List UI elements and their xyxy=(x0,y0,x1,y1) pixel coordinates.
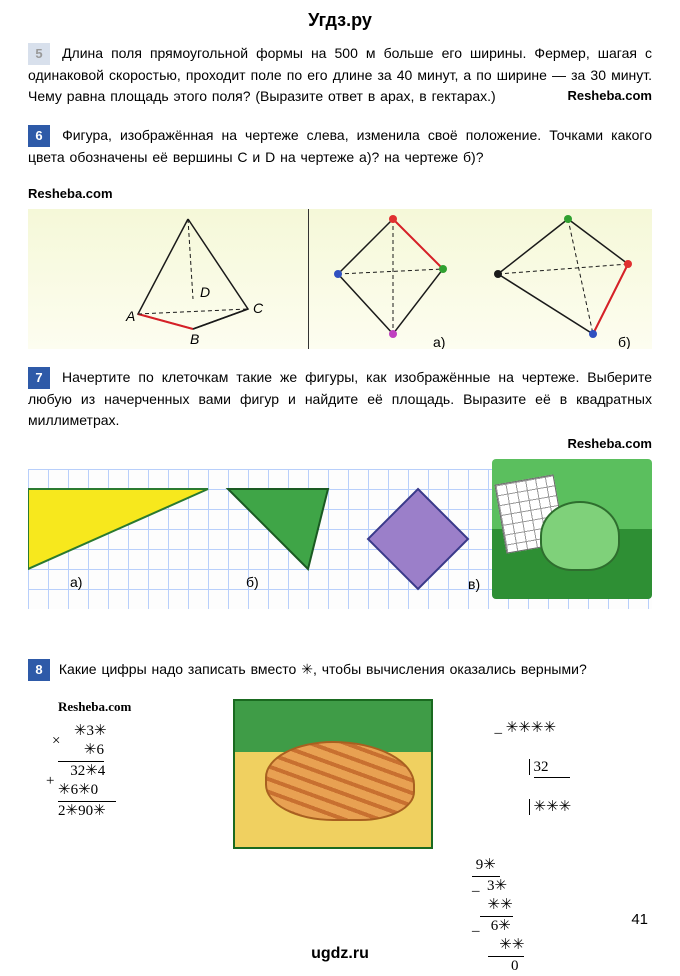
pyramids-svg: A B C D а) б) xyxy=(28,209,652,349)
svg-text:а): а) xyxy=(433,334,445,349)
svg-text:б): б) xyxy=(618,334,631,349)
pyramids-diagram: A B C D а) б) xyxy=(28,209,652,349)
cat-illustration xyxy=(233,699,433,849)
grid-shapes-svg: а) б) в) xyxy=(28,469,488,609)
div-divisor: 32 xyxy=(534,758,570,779)
mult-l5: 2✳90✳ xyxy=(58,802,228,822)
svg-text:A: A xyxy=(125,308,135,324)
mult-l2: ✳6 xyxy=(58,741,104,762)
div-quotient: ✳✳✳ xyxy=(529,799,572,815)
grid-shapes: а) б) в) xyxy=(28,469,652,609)
plus-sign: + xyxy=(46,773,54,789)
task-6: 6 Фигура, изображённая на чертеже слева,… xyxy=(28,125,652,168)
watermark: Resheba.com xyxy=(567,86,652,106)
division-problem: _ ✳✳✳✳ 32 ✳✳✳ 9✳ _ 3✳ ✳✳ _ 6✳ ✳✳ 0 xyxy=(452,699,652,869)
div-l3: 3✳ xyxy=(480,878,508,894)
svg-text:D: D xyxy=(200,284,210,300)
mult-sign: × xyxy=(52,733,60,749)
task-7: 7 Начертите по клеточкам такие же фигуры… xyxy=(28,367,652,451)
svg-text:B: B xyxy=(190,331,199,347)
task-7-text: Начертите по клеточкам такие же фигуры, … xyxy=(28,369,652,428)
svg-text:а): а) xyxy=(70,574,82,590)
task-5: 5 Длина поля прямоугольной формы на 500 … xyxy=(28,43,652,107)
task-number-6: 6 xyxy=(28,125,50,147)
div-l4: ✳✳ xyxy=(480,896,513,917)
site-header: Угдз.ру xyxy=(28,10,652,31)
div-l2: 9✳ xyxy=(472,856,500,877)
task-5-text: Длина поля прямоугольной формы на 500 м … xyxy=(28,45,652,104)
mult-l3: 32✳4 xyxy=(66,763,105,779)
frog-illustration xyxy=(492,459,652,599)
task-number-5: 5 xyxy=(28,43,50,65)
watermark: Resheba.com xyxy=(28,186,652,201)
div-l5: 6✳ xyxy=(480,918,511,934)
task-8-text: Какие цифры надо записать вместо ✳, чтоб… xyxy=(59,661,587,677)
site-footer: ugdz.ru xyxy=(0,945,680,963)
svg-text:в): в) xyxy=(468,576,480,592)
mult-l1: ✳3✳ xyxy=(66,723,106,739)
watermark: Resheba.com xyxy=(567,436,652,451)
task-number-7: 7 xyxy=(28,367,50,389)
task-number-8: 8 xyxy=(28,659,50,681)
div-l1: ✳✳✳✳ xyxy=(502,720,556,736)
watermark: Resheba.com xyxy=(58,699,228,716)
page-number: 41 xyxy=(631,911,648,928)
math-problems: Resheba.com × ✳3✳ ✳6 + 32✳4 ✳6✳0 2✳90✳ _… xyxy=(28,699,652,869)
svg-text:б): б) xyxy=(246,574,259,590)
task-6-text: Фигура, изображённая на чертеже слева, и… xyxy=(28,127,652,165)
task-8: 8 Какие цифры надо записать вместо ✳, чт… xyxy=(28,659,652,681)
mult-l4: ✳6✳0 xyxy=(58,781,116,802)
multiplication-problem: Resheba.com × ✳3✳ ✳6 + 32✳4 ✳6✳0 2✳90✳ xyxy=(28,699,228,869)
svg-text:C: C xyxy=(253,300,264,316)
